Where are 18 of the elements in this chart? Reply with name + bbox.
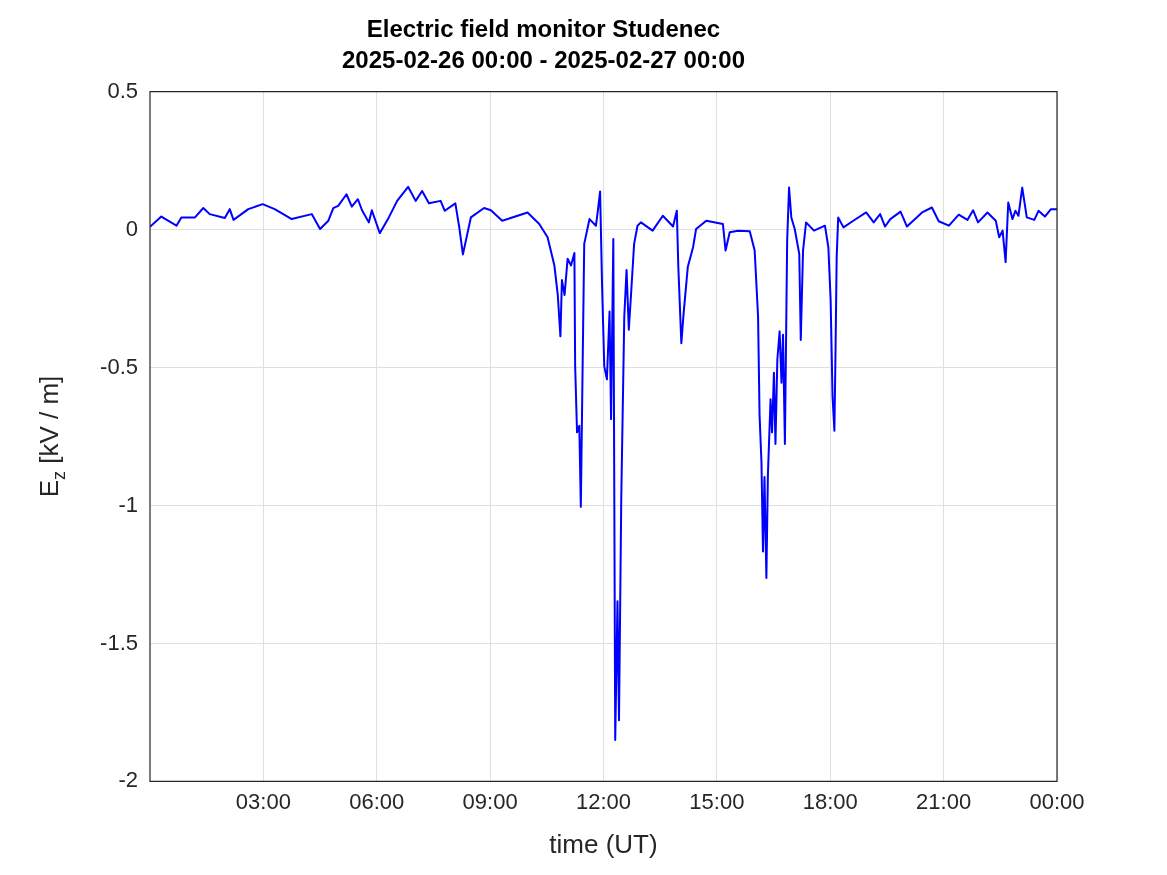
y-tick-label: 0 (125, 215, 138, 241)
x-tick-label: 21:00 (916, 788, 972, 814)
x-tick-label: 06:00 (349, 788, 405, 814)
x-tick-label: 09:00 (462, 788, 518, 814)
y-tick-label: -1.5 (100, 629, 138, 655)
chart-subtitle: 2025-02-26 00:00 - 2025-02-27 00:00 (342, 45, 745, 73)
x-tick-label: 03:00 (235, 788, 291, 814)
x-tick-label: 00:00 (1029, 788, 1085, 814)
y-axis-title: Ez [kV / m] (34, 375, 69, 498)
y-tick-label: -2 (118, 767, 138, 793)
x-axis-title: time (UT) (549, 828, 658, 859)
y-tick-label: -1 (118, 491, 138, 517)
chart-title: Electric field monitor Studenec (366, 15, 721, 43)
x-tick-label: 15:00 (689, 788, 745, 814)
y-tick-label: 0.5 (107, 77, 138, 103)
x-tick-label: 18:00 (802, 788, 858, 814)
x-tick-label: 12:00 (575, 788, 632, 814)
y-tick-label: -0.5 (100, 353, 138, 379)
